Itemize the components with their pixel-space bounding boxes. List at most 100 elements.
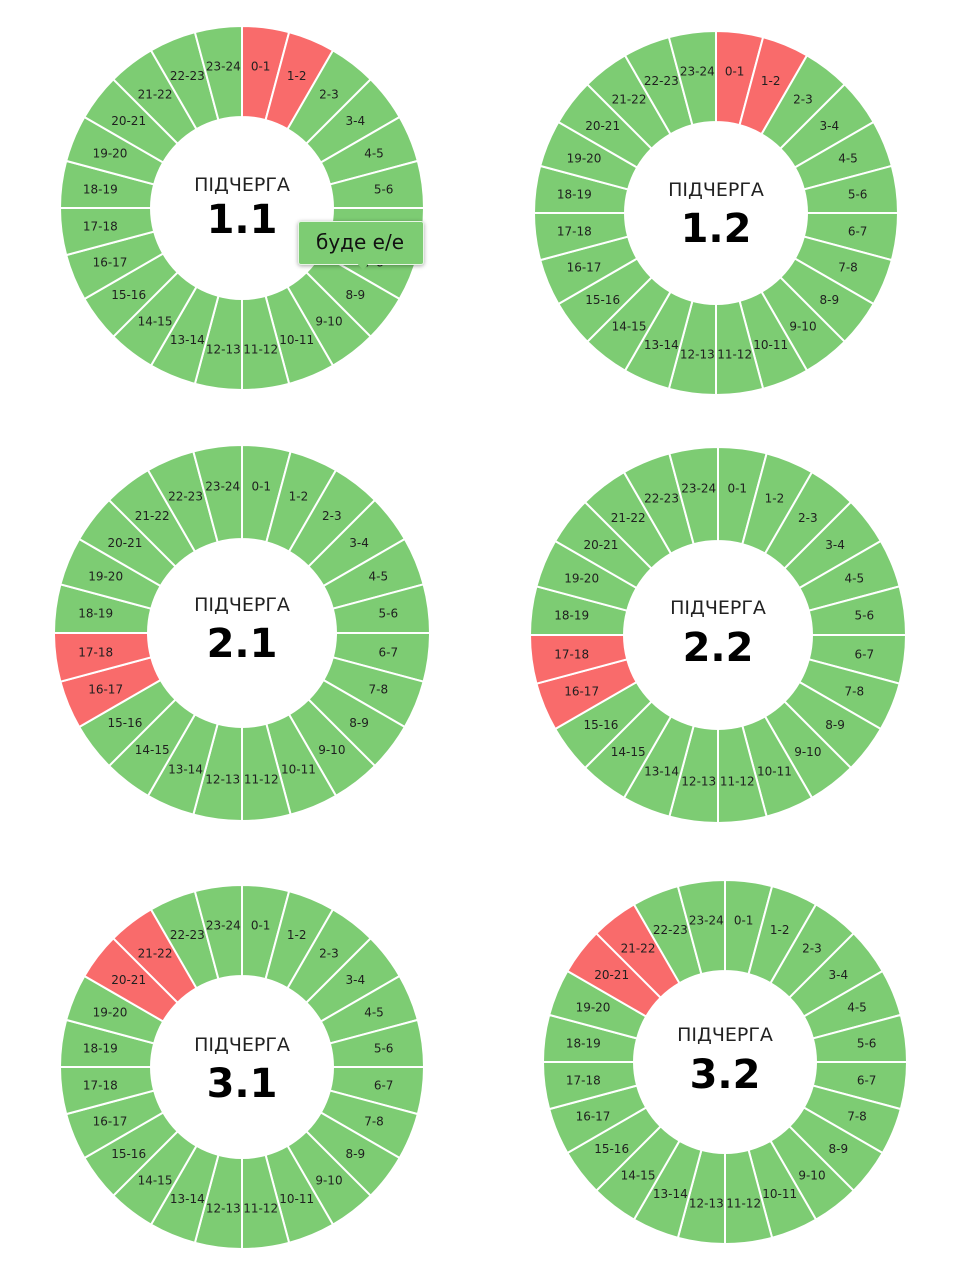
hour-label: 18-19 <box>83 182 118 196</box>
hour-segment-23-24[interactable] <box>193 883 243 981</box>
hour-label: 8-9 <box>349 716 369 730</box>
hour-label: 13-14 <box>644 764 679 778</box>
hour-label: 19-20 <box>564 572 599 586</box>
subqueue-caption: ПІДЧЕРГА <box>668 179 764 201</box>
hour-label: 13-14 <box>644 338 679 352</box>
hour-label: 17-18 <box>557 225 592 239</box>
subqueue-caption: ПІДЧЕРГА <box>194 174 290 196</box>
hour-label: 8-9 <box>829 1142 849 1156</box>
hour-label: 6-7 <box>855 647 875 661</box>
ring-chart-2-1: 0-1 1-2 2-3 3-4 4-5 5-6 6-7 7-8 8-9 9-1010-1111-1… <box>52 443 432 823</box>
hour-label: 4-5 <box>845 572 865 586</box>
hour-label: 5-6 <box>374 1041 394 1055</box>
hour-label: 17-18 <box>83 1079 118 1093</box>
hour-label: 8-9 <box>820 293 840 307</box>
hour-label: 12-13 <box>206 343 241 357</box>
hour-segment-23-24[interactable] <box>676 878 726 976</box>
hour-label: 4-5 <box>364 146 384 160</box>
hour-label: 20-21 <box>111 114 146 128</box>
hour-label: 9-10 <box>315 314 342 328</box>
hour-label: 6-7 <box>857 1074 877 1088</box>
hour-label: 16-17 <box>576 1110 611 1124</box>
hour-label: 4-5 <box>369 570 389 584</box>
hour-label: 17-18 <box>83 220 118 234</box>
subqueue-number: 3.2 <box>690 1052 761 1098</box>
hour-label: 20-21 <box>594 968 629 982</box>
hour-label: 18-19 <box>554 609 589 623</box>
tooltip-box <box>298 221 424 265</box>
hour-label: 7-8 <box>369 682 389 696</box>
hour-label: 15-16 <box>583 718 618 732</box>
hour-label: 3-4 <box>829 968 849 982</box>
hour-label: 10-11 <box>757 764 792 778</box>
hour-label: 20-21 <box>583 538 618 552</box>
hour-label: 13-14 <box>170 333 205 347</box>
hour-label: 12-13 <box>689 1197 724 1211</box>
hour-label: 15-16 <box>111 288 146 302</box>
hour-label: 6-7 <box>374 1079 394 1093</box>
hour-label: 2-3 <box>793 93 813 107</box>
hour-label: 7-8 <box>364 1115 384 1129</box>
hour-label: 21-22 <box>138 947 173 961</box>
hour-label: 16-17 <box>564 684 599 698</box>
ring-chart-3-2: 0-1 1-2 2-3 3-4 4-5 5-6 6-7 7-8 8-9 9-1010-1111-1… <box>541 878 909 1246</box>
hour-label: 13-14 <box>653 1187 688 1201</box>
hour-segment-23-24[interactable] <box>192 443 243 544</box>
hour-label: 6-7 <box>848 225 868 239</box>
ring-chart-2-2: 0-1 1-2 2-3 3-4 4-5 5-6 6-7 7-8 8-9 9-1010-1111-1… <box>528 445 908 825</box>
hour-label: 9-10 <box>315 1173 342 1187</box>
hour-label: 15-16 <box>585 293 620 307</box>
subqueue-number: 1.2 <box>681 206 752 252</box>
hour-label: 11-12 <box>244 772 279 786</box>
hour-label: 15-16 <box>111 1147 146 1161</box>
hour-label: 17-18 <box>78 645 113 659</box>
hour-label: 23-24 <box>680 64 715 78</box>
hour-label: 20-21 <box>107 536 142 550</box>
hour-label: 0-1 <box>727 482 747 496</box>
hour-label: 12-13 <box>681 774 716 788</box>
hour-label: 23-24 <box>206 59 241 73</box>
hour-label: 8-9 <box>346 1147 366 1161</box>
ring-chart-1-1: 0-11-22-33-44-55-66-77-88-99-1010-1111-1… <box>58 24 426 392</box>
hour-label: 1-2 <box>765 492 785 506</box>
hour-label: 21-22 <box>621 942 656 956</box>
hour-label: 8-9 <box>346 288 366 302</box>
hour-label: 21-22 <box>135 509 170 523</box>
hour-label: 16-17 <box>88 682 123 696</box>
hour-label: 14-15 <box>612 319 647 333</box>
hour-label: 3-4 <box>825 538 845 552</box>
hour-label: 20-21 <box>585 119 620 133</box>
hour-label: 14-15 <box>135 743 170 757</box>
hour-label: 2-3 <box>802 942 822 956</box>
hour-label: 5-6 <box>374 182 394 196</box>
subqueue-caption: ПІДЧЕРГА <box>194 594 290 616</box>
hour-label: 9-10 <box>318 743 345 757</box>
hour-label: 0-1 <box>734 913 754 927</box>
hour-label: 3-4 <box>346 973 366 987</box>
hour-label: 11-12 <box>717 348 752 362</box>
hour-label: 22-23 <box>653 923 688 937</box>
hour-label: 0-1 <box>251 59 271 73</box>
hour-tooltip: буде е/е <box>298 221 424 270</box>
hour-segment-23-24[interactable] <box>193 24 243 122</box>
hour-label: 10-11 <box>279 333 314 347</box>
hour-label: 14-15 <box>138 314 173 328</box>
tooltip-text: буде е/е <box>315 230 404 254</box>
hour-segment-23-24[interactable] <box>668 445 719 546</box>
hour-label: 2-3 <box>319 947 339 961</box>
hour-label: 23-24 <box>689 913 724 927</box>
hour-label: 10-11 <box>281 762 316 776</box>
hour-label: 17-18 <box>554 647 589 661</box>
hour-segment-23-24[interactable] <box>667 29 717 127</box>
subqueue-caption: ПІДЧЕРГА <box>194 1034 290 1056</box>
hour-label: 19-20 <box>88 570 123 584</box>
hour-label: 18-19 <box>83 1041 118 1055</box>
hour-label: 3-4 <box>349 536 369 550</box>
hour-label: 4-5 <box>838 151 858 165</box>
hour-label: 4-5 <box>364 1005 384 1019</box>
hour-label: 21-22 <box>138 88 173 102</box>
subqueue-number: 2.2 <box>683 625 754 671</box>
hour-label: 23-24 <box>205 480 240 494</box>
hour-label: 12-13 <box>680 348 715 362</box>
